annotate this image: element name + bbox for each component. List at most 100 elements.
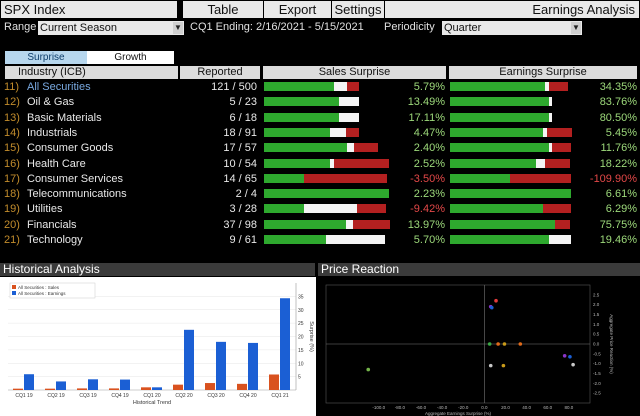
earnings-surprise-value: 19.46% [599,234,637,246]
bar-white [330,127,346,137]
table-button[interactable]: Table [183,1,263,18]
bar-red [353,219,390,229]
export-button[interactable]: Export [264,1,331,18]
y-tick-label: 20 [298,335,304,341]
table-row[interactable]: 18) Telecommunications 2 / 4 2.23% 6.61% [0,187,640,201]
security-title[interactable]: SPX Index [1,1,177,18]
bar-red [552,143,571,153]
industry-name[interactable]: Financials [27,218,77,231]
table-row[interactable]: 17) Consumer Services 14 / 65 -3.50% -109.90… [0,172,640,186]
bar-green [450,158,536,168]
x-tick-label: CQ2 19 [47,393,64,399]
y-tick-label: 25 [298,321,304,327]
bar-green [450,173,510,183]
tab-surprise[interactable]: Surprise [5,51,87,64]
industry-name[interactable]: Technology [27,234,83,246]
industry-name[interactable]: Utilities [27,203,63,216]
bar-green [264,97,339,107]
sales-surprise-value: 17.11% [408,111,446,124]
bar-red [510,173,571,183]
x-axis-title: Aggregate Earnings Surprise (%) [425,411,492,416]
reported-count: 37 / 98 [223,218,257,231]
reported-count: 121 / 500 [211,81,257,93]
y-axis-title: Surprise (%) [308,321,314,352]
row-number: 15) [4,142,20,155]
sales-surprise-value: 5.79% [413,81,445,93]
industry-name[interactable]: Oil & Gas [27,96,75,109]
header-industry: Industry (ICB) [5,66,178,79]
sales-surprise-value: 5.70% [413,234,445,246]
scatter-point [568,354,572,359]
scatter-point [488,363,493,368]
earnings-surprise-value: 83.76% [599,96,637,109]
sales-surprise-bar [264,97,396,107]
table-row[interactable]: 15) Consumer Goods 17 / 57 2.40% 11.76% [0,141,640,155]
price-reaction-title: Price Reaction [318,263,640,276]
y-tick-label: -2.5 [593,391,601,396]
bar [248,342,258,390]
sales-surprise-bar [264,173,396,183]
y-tick-label: 30 [298,308,304,314]
earnings-surprise-value: 18.22% [599,157,637,170]
industry-name[interactable]: Consumer Services [27,172,123,185]
industry-name[interactable]: Industrials [27,126,78,139]
bar-green [264,204,304,214]
scatter-point [489,305,494,310]
bar-red [549,82,568,91]
earnings-surprise-value: -109.90% [589,172,637,185]
chevron-down-icon: ▼ [173,22,183,34]
sales-surprise-bar [264,158,396,168]
earnings-surprise-bar [450,204,577,214]
row-number: 14) [4,126,20,139]
sales-surprise-value: 13.97% [407,218,445,231]
table-row[interactable]: 20) Financials 37 / 98 13.97% 75.75% [0,218,640,232]
industry-name[interactable]: Health Care [27,157,86,170]
table-row[interactable]: 14) Industrials 18 / 91 4.47% 5.45% [0,126,640,140]
bar-green [264,235,326,244]
earnings-surprise-bar [450,97,577,107]
industry-name[interactable]: Telecommunications [27,188,127,201]
table-row[interactable]: 12) Oil & Gas 5 / 23 13.49% 83.76% [0,95,640,109]
y-tick-label: 1.0 [593,322,600,327]
settings-button[interactable]: Settings [332,1,384,18]
bar-white [549,112,552,122]
bar-red [347,82,359,91]
header-sales-surprise: Sales Surprise [263,66,446,79]
x-tick-label: CQ1 19 [15,393,32,399]
range-label: Range [4,21,37,33]
sales-surprise-bar [264,127,396,137]
bar [280,298,290,390]
x-tick-label: -20.0 [458,405,469,410]
tab-growth[interactable]: Growth [87,51,174,64]
scatter-point [571,362,575,367]
y-axis-title: Aggregate Price Reaction (%) [609,314,614,374]
earnings-surprise-value: 75.75% [599,218,637,231]
reported-count: 5 / 23 [229,96,257,109]
table-row[interactable]: 21) Technology 9 / 61 5.70% 19.46% [0,233,640,247]
earnings-surprise-bar [450,235,577,244]
y-tick-label: 1.5 [593,312,600,317]
bar-green [264,143,347,153]
industry-name[interactable]: Basic Materials [27,111,102,124]
row-number: 12) [4,96,20,109]
table-row[interactable]: 19) Utilities 3 / 28 -9.42% 6.29% [0,202,640,216]
bar [109,388,119,390]
bar [237,383,247,390]
row-number: 13) [4,111,20,124]
table-row[interactable]: 16) Health Care 10 / 54 2.52% 18.22% [0,157,640,171]
bar-green [450,97,549,107]
table-row[interactable]: 11) All Securities 121 / 500 5.79% 34.35% [0,80,640,94]
y-tick-label: 35 [298,294,304,300]
bar-green [264,112,339,122]
bar-white [339,112,359,122]
y-tick-label: 5 [298,375,301,381]
scatter-point [562,354,567,358]
range-dropdown[interactable]: Current Season ▼ [38,21,184,35]
industry-name[interactable]: Consumer Goods [27,142,114,155]
periodicity-dropdown[interactable]: Quarter ▼ [442,21,582,35]
scatter-point [366,367,371,372]
bar-red [555,219,570,229]
industry-name[interactable]: All Securities [27,81,91,93]
row-number: 18) [4,188,20,201]
table-row[interactable]: 13) Basic Materials 6 / 18 17.11% 80.50% [0,111,640,125]
